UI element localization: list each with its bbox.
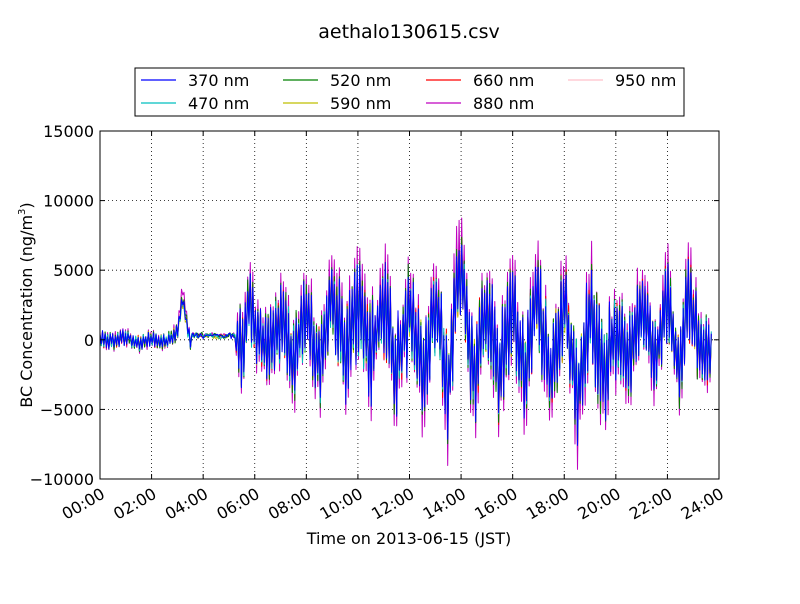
y-tick-label: −5000: [40, 400, 94, 419]
y-tick-label: −10000: [30, 470, 94, 489]
legend: 370 nm 470 nm 520 nm 590 nm 660 nm 880 nm 950 …: [134, 67, 685, 117]
y-axis-label: BC Concentration (ng/m3): [17, 202, 36, 407]
y-axis-label-close: ): [17, 202, 36, 208]
legend-label: 950 nm: [615, 71, 676, 90]
y-tick-label: 10000: [43, 192, 94, 211]
legend-label: 370 nm: [188, 71, 249, 90]
series-line-370-nm: [99, 244, 712, 446]
legend-label: 590 nm: [330, 94, 391, 113]
y-tick-label: 5000: [53, 261, 94, 280]
chart-title: aethalo130615.csv: [318, 21, 500, 43]
series-layer: [99, 217, 712, 470]
y-tick-label: 15000: [43, 122, 94, 141]
legend-label: 880 nm: [473, 94, 534, 113]
legend-label: 660 nm: [473, 71, 534, 90]
legend-box: [134, 67, 685, 117]
y-axis-label-main: BC Concentration (ng/m: [17, 215, 36, 408]
y-tick-label: 0: [84, 331, 94, 350]
plot-area: [99, 130, 720, 480]
y-axis-label-sup: 3: [17, 209, 28, 215]
legend-label: 470 nm: [188, 94, 249, 113]
y-tick-labels: −10000 −5000 0 5000 10000 15000: [30, 122, 94, 489]
ticks: [99, 130, 720, 480]
legend-label: 520 nm: [330, 71, 391, 90]
x-axis-label: Time on 2013-06-15 (JST): [306, 529, 511, 548]
